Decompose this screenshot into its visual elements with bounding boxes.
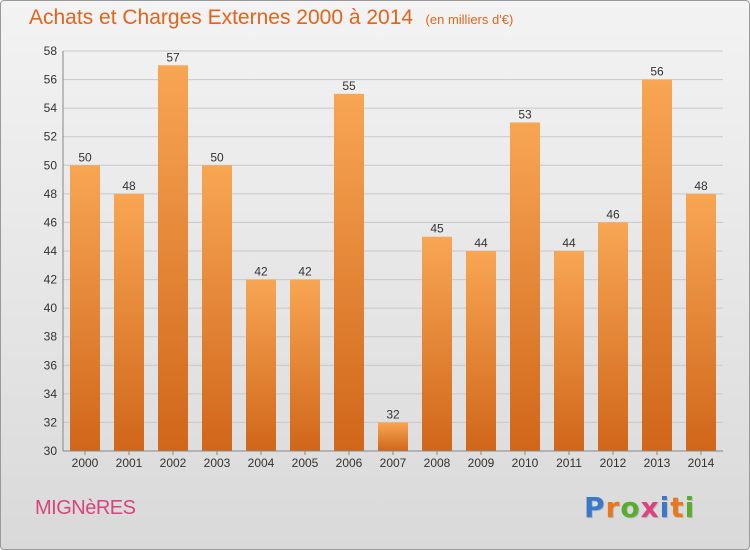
x-tick-label: 2001 (116, 456, 143, 470)
x-tick-label: 2004 (248, 456, 275, 470)
bar (290, 279, 320, 451)
bar-value-label: 42 (254, 265, 268, 279)
y-tick-label: 48 (44, 187, 58, 201)
x-tick-label: 2000 (72, 456, 99, 470)
x-tick-label: 2006 (336, 456, 363, 470)
bar (158, 65, 188, 452)
bar (114, 193, 144, 451)
bar-value-label: 56 (650, 65, 664, 79)
x-tick-label: 2009 (468, 456, 495, 470)
logo-letter: t (670, 491, 685, 524)
y-tick-label: 54 (44, 101, 58, 115)
bar (378, 422, 408, 451)
bar-value-label: 55 (342, 79, 356, 93)
bar (510, 122, 540, 451)
y-tick-label: 46 (44, 215, 58, 229)
bar (598, 222, 628, 451)
chart-title: Achats et Charges Externes 2000 à 2014 (29, 6, 414, 29)
x-tick-label: 2003 (204, 456, 231, 470)
data-labels: 50 48 57 50 42 42 55 32 45 44 53 44 46 56 48 (78, 50, 708, 421)
x-tick-label: 2012 (600, 456, 627, 470)
y-tick-label: 44 (44, 244, 58, 258)
logo-letter: i (659, 491, 671, 524)
logo-letter: o (620, 491, 641, 524)
x-tick-label: 2008 (424, 456, 451, 470)
bar-value-label: 57 (166, 50, 180, 64)
bar (70, 165, 100, 452)
bar-value-label: 48 (122, 179, 136, 193)
y-tick-label: 42 (44, 273, 58, 287)
x-tick-label: 2005 (292, 456, 319, 470)
y-tick-label: 30 (44, 444, 58, 458)
bar-value-label: 44 (474, 236, 488, 250)
y-tick-label: 50 (44, 158, 58, 172)
x-tick-label: 2013 (644, 456, 671, 470)
x-tick-label: 2011 (556, 456, 582, 470)
bar-value-label: 48 (694, 179, 708, 193)
bar-value-label: 50 (78, 150, 92, 164)
x-tick-label: 2007 (380, 456, 407, 470)
bar-value-label: 45 (430, 222, 444, 236)
bar (334, 93, 364, 451)
y-tick-label: 58 (44, 44, 58, 58)
bars (70, 65, 716, 452)
y-tick-label: 32 (44, 415, 58, 429)
bar-value-label: 46 (606, 207, 620, 221)
y-tick-label: 34 (44, 387, 58, 401)
bar (642, 79, 672, 452)
x-tick-label: 2010 (512, 456, 539, 470)
title-row: Achats et Charges Externes 2000 à 2014 (… (29, 6, 513, 30)
logo-letter: P (584, 491, 606, 524)
y-tick-label: 40 (44, 301, 58, 315)
x-tick-label: 2014 (688, 456, 715, 470)
bar-value-label: 42 (298, 265, 312, 279)
y-tick-label: 56 (44, 73, 58, 87)
commune-name: MIGNèRES (35, 497, 136, 519)
bar (202, 165, 232, 452)
y-tick-label: 52 (44, 130, 58, 144)
bar (422, 236, 452, 451)
bar (554, 251, 584, 451)
bar (466, 251, 496, 451)
x-tick-label: 2002 (160, 456, 187, 470)
bar-value-label: 53 (518, 107, 532, 121)
bar (686, 193, 716, 451)
y-tick-label: 38 (44, 330, 58, 344)
y-tick-label: 36 (44, 358, 58, 372)
logo-letter: r (605, 491, 621, 524)
axes: 30 32 34 36 38 40 42 44 46 48 50 52 54 56 58 2000 2001 20… (44, 44, 723, 470)
bar-value-label: 44 (562, 236, 576, 250)
logo-letter: x (640, 491, 660, 524)
chart-subtitle: (en milliers d'€) (425, 12, 514, 27)
proxiti-logo: Proxiti (584, 491, 695, 524)
bar-value-label: 32 (386, 407, 400, 421)
bar (246, 279, 276, 451)
logo-letter: i (684, 491, 696, 524)
bar-value-label: 50 (210, 150, 224, 164)
